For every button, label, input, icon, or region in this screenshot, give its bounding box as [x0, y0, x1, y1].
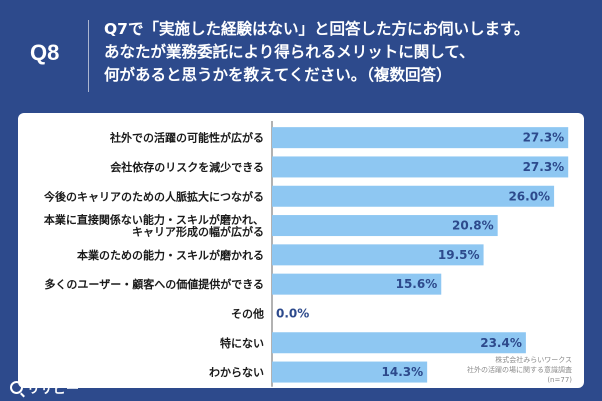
category-label-6: その他	[231, 306, 264, 320]
bar-2	[272, 185, 555, 207]
header-divider	[88, 20, 89, 92]
value-label-8: 14.3%	[382, 365, 424, 379]
bar-0	[272, 127, 569, 149]
source-note: 株式会社みらいワークス 社外の活躍の場に関する意識調査 (n=77)	[467, 355, 572, 385]
bar-8	[272, 361, 428, 383]
brand-name: リサピー	[27, 381, 80, 397]
category-label-3: 本業に直接関係ない能力・スキルが磨かれ、キャリア形成の幅が広がる	[44, 213, 264, 239]
source-line-1: 株式会社みらいワークス	[495, 356, 572, 364]
value-label-6: 0.0%	[276, 306, 309, 320]
question-line-2: あなたが業務委託により得られるメリットに関して、	[104, 43, 475, 61]
value-label-7: 23.4%	[480, 336, 522, 350]
category-label-2: 今後のキャリアのための人脈拡大につながる	[43, 189, 264, 203]
value-label-2: 26.0%	[508, 189, 550, 203]
category-label-line: 本業に直接関係ない能力・スキルが磨かれ、	[44, 213, 264, 227]
category-label-line: キャリア形成の幅が広がる	[132, 225, 264, 239]
brand-logo: リサピー	[10, 378, 80, 397]
chart-card: 社外での活躍の可能性が広がる 27.3% 会社依存のリスクを減少できる 27.3% 今後…	[18, 113, 584, 388]
question-header: Q8 Q7で「実施した経験はない」と回答した方にお伺いします。 あなたが業務委託…	[0, 0, 602, 108]
source-line-3: (n=77)	[547, 376, 572, 384]
value-label-0: 27.3%	[523, 131, 565, 145]
bar-4	[272, 244, 484, 266]
value-label-4: 19.5%	[438, 248, 480, 262]
value-label-3: 20.8%	[452, 219, 494, 233]
category-label-1: 会社依存のリスクを減少できる	[110, 160, 264, 174]
question-line-3: 何があると思うかを教えてください。（複数回答）	[104, 66, 452, 84]
category-label-5: 多くのユーザー・顧客への価値提供ができる	[44, 277, 264, 291]
category-label-4: 本業のための能力・スキルが磨かれる	[77, 248, 264, 262]
bar-7	[272, 332, 526, 354]
source-line-2: 社外の活躍の場に関する意識調査	[467, 366, 572, 374]
bar-5	[272, 273, 442, 295]
category-label-8: わからない	[209, 366, 264, 379]
bar-chart: 社外での活躍の可能性が広がる 27.3% 会社依存のリスクを減少できる 27.3% 今後…	[43, 121, 569, 387]
bar-3	[272, 215, 498, 237]
value-label-5: 15.6%	[396, 277, 438, 291]
magnifier-icon	[10, 380, 23, 394]
question-text: Q7で「実施した経験はない」と回答した方にお伺いします。 あなたが業務委託により…	[104, 18, 594, 87]
question-line-1: Q7で「実施した経験はない」と回答した方にお伺いします。	[104, 20, 530, 38]
value-label-1: 27.3%	[523, 160, 565, 174]
question-number: Q8	[30, 40, 60, 65]
bar-1	[272, 156, 569, 178]
category-label-7: 特にない	[220, 336, 264, 350]
category-label-0: 社外での活躍の可能性が広がる	[109, 131, 264, 145]
